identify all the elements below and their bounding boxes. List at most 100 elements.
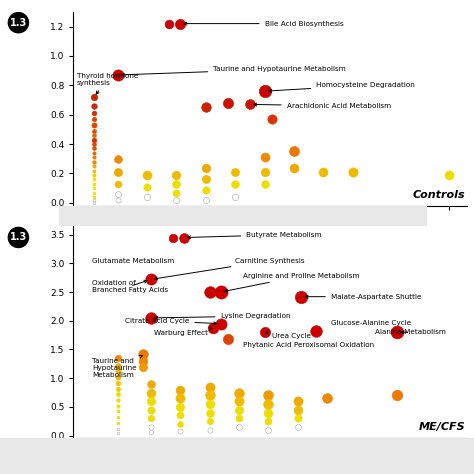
Text: Glutamate Metabolism: Glutamate Metabolism bbox=[92, 257, 174, 264]
Text: Malate-Aspartate Shuttle: Malate-Aspartate Shuttle bbox=[305, 294, 421, 300]
Point bbox=[114, 373, 121, 381]
Point bbox=[114, 71, 121, 79]
Point bbox=[206, 409, 213, 417]
Point bbox=[202, 186, 210, 193]
Point bbox=[90, 199, 98, 207]
Point bbox=[393, 328, 401, 336]
Point bbox=[176, 427, 184, 435]
Point bbox=[261, 154, 268, 161]
Point bbox=[143, 193, 151, 201]
Text: Controls: Controls bbox=[412, 190, 465, 200]
Point bbox=[114, 425, 121, 432]
Point bbox=[173, 189, 180, 196]
Text: Butyrate Metabolism: Butyrate Metabolism bbox=[188, 232, 322, 239]
Point bbox=[114, 190, 121, 198]
Point bbox=[114, 413, 121, 421]
Point bbox=[217, 288, 224, 296]
Point bbox=[264, 409, 272, 417]
Point bbox=[114, 379, 121, 387]
Point bbox=[246, 100, 254, 108]
Point bbox=[264, 392, 272, 399]
Point bbox=[261, 328, 268, 336]
Point bbox=[90, 158, 98, 165]
Point bbox=[235, 415, 243, 422]
Point bbox=[261, 168, 268, 176]
Text: Thyroid hormone
synthesis: Thyroid hormone synthesis bbox=[77, 73, 138, 94]
Point bbox=[139, 350, 147, 358]
Point bbox=[206, 383, 213, 391]
Point bbox=[147, 406, 155, 413]
Point bbox=[90, 121, 98, 129]
Point bbox=[139, 363, 147, 371]
Text: Glucose-Alanine Cycle: Glucose-Alanine Cycle bbox=[331, 320, 411, 326]
Point bbox=[261, 180, 268, 188]
Point bbox=[210, 324, 217, 332]
Point bbox=[231, 168, 239, 176]
Point bbox=[143, 183, 151, 191]
Point bbox=[206, 426, 213, 434]
Point bbox=[114, 367, 121, 375]
Point bbox=[114, 362, 121, 369]
Point bbox=[235, 389, 243, 396]
Text: Lysine Degradation: Lysine Degradation bbox=[155, 313, 290, 319]
Point bbox=[143, 171, 151, 179]
Point bbox=[235, 397, 243, 405]
Point bbox=[298, 293, 305, 301]
Point bbox=[268, 115, 276, 123]
Point bbox=[445, 171, 452, 179]
Point bbox=[173, 180, 180, 188]
Point bbox=[114, 168, 121, 176]
Point bbox=[114, 385, 121, 392]
Point bbox=[235, 406, 243, 413]
Point bbox=[206, 392, 213, 399]
Point bbox=[114, 419, 121, 427]
Point bbox=[180, 234, 188, 241]
Point bbox=[176, 420, 184, 428]
Point bbox=[114, 429, 121, 437]
Point bbox=[139, 357, 147, 365]
Point bbox=[319, 168, 327, 176]
Point bbox=[176, 403, 184, 410]
Point bbox=[114, 196, 121, 204]
Text: ME/CFS: ME/CFS bbox=[418, 422, 465, 432]
Point bbox=[165, 20, 173, 27]
Point bbox=[114, 408, 121, 415]
Text: Phytanic Acid Peroxisomal Oxidation: Phytanic Acid Peroxisomal Oxidation bbox=[243, 342, 374, 348]
Point bbox=[147, 389, 155, 396]
Point bbox=[114, 396, 121, 404]
Point bbox=[294, 415, 301, 422]
Point bbox=[90, 115, 98, 123]
Point bbox=[173, 196, 180, 204]
Point bbox=[224, 99, 232, 107]
Point bbox=[217, 320, 224, 328]
Point bbox=[90, 149, 98, 157]
Point bbox=[202, 175, 210, 183]
Point bbox=[114, 354, 121, 362]
Point bbox=[147, 314, 155, 322]
Point bbox=[90, 184, 98, 192]
Text: Taurine and
Hypotaurine
Metabolism: Taurine and Hypotaurine Metabolism bbox=[92, 356, 142, 378]
Point bbox=[294, 406, 301, 413]
Point bbox=[206, 400, 213, 408]
Point bbox=[147, 423, 155, 431]
X-axis label: Pathway impact: Pathway impact bbox=[228, 462, 312, 472]
Point bbox=[173, 171, 180, 179]
Point bbox=[90, 162, 98, 170]
Point bbox=[114, 402, 121, 410]
Point bbox=[231, 193, 239, 201]
Point bbox=[264, 426, 272, 434]
Text: Bile Acid Biosynthesis: Bile Acid Biosynthesis bbox=[184, 20, 344, 27]
Point bbox=[393, 392, 401, 399]
Point bbox=[90, 136, 98, 144]
Text: Homocysteine Degradation: Homocysteine Degradation bbox=[269, 82, 415, 92]
Point bbox=[90, 127, 98, 135]
Point bbox=[290, 147, 298, 155]
Text: Carnitine Synthesis: Carnitine Synthesis bbox=[155, 257, 305, 280]
Point bbox=[90, 167, 98, 174]
Point bbox=[90, 154, 98, 161]
Point bbox=[261, 87, 268, 95]
Text: 1.3: 1.3 bbox=[10, 232, 27, 242]
Point bbox=[147, 397, 155, 405]
Point bbox=[235, 423, 243, 431]
Point bbox=[114, 180, 121, 188]
